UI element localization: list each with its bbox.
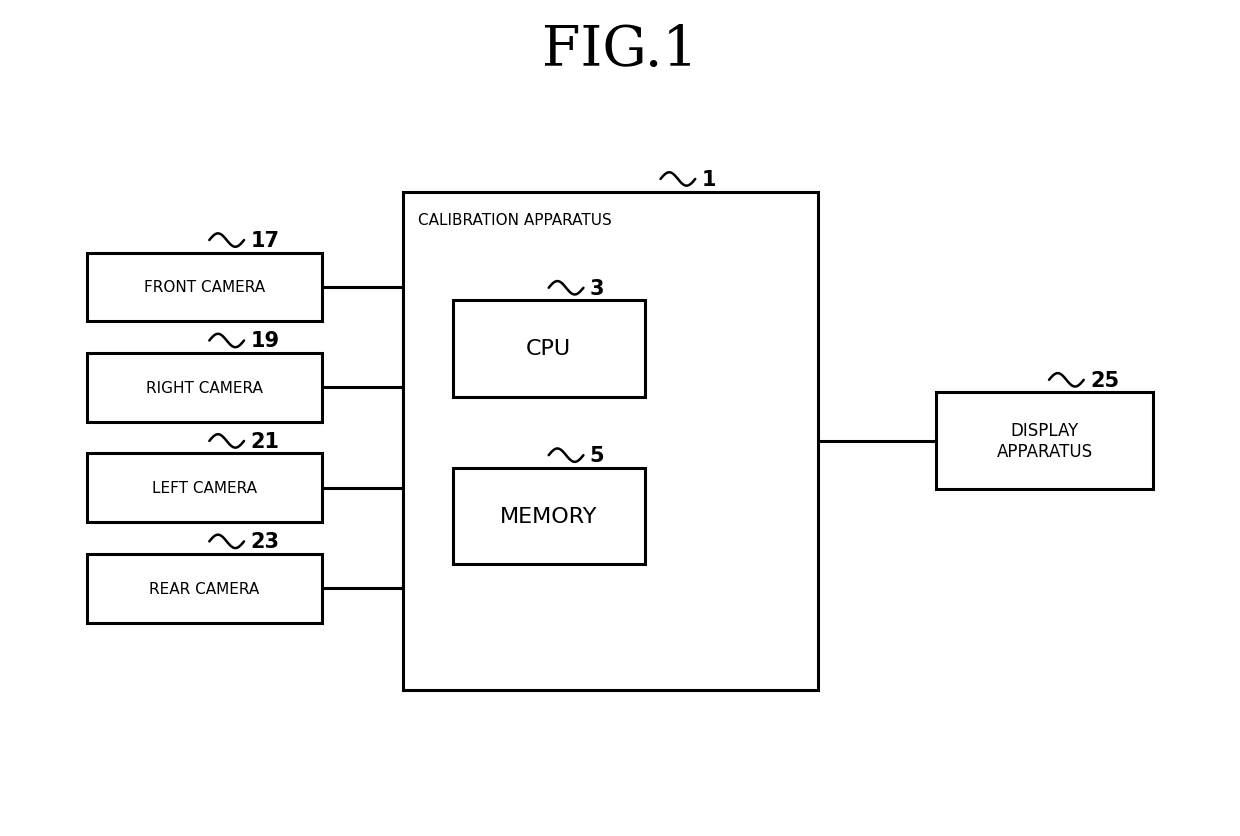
Text: 1: 1 bbox=[702, 170, 715, 190]
FancyBboxPatch shape bbox=[936, 393, 1153, 489]
Text: CALIBRATION APPARATUS: CALIBRATION APPARATUS bbox=[418, 213, 611, 228]
Text: RIGHT CAMERA: RIGHT CAMERA bbox=[146, 380, 263, 395]
Text: LEFT CAMERA: LEFT CAMERA bbox=[153, 481, 257, 496]
Text: MEMORY: MEMORY bbox=[500, 507, 598, 526]
Text: REAR CAMERA: REAR CAMERA bbox=[150, 581, 259, 596]
FancyBboxPatch shape bbox=[453, 301, 645, 397]
FancyBboxPatch shape bbox=[453, 468, 645, 564]
Text: DISPLAY
APPARATUS: DISPLAY APPARATUS bbox=[997, 421, 1092, 461]
Text: FRONT CAMERA: FRONT CAMERA bbox=[144, 280, 265, 295]
Text: 23: 23 bbox=[250, 532, 279, 552]
Text: 3: 3 bbox=[590, 278, 604, 298]
FancyBboxPatch shape bbox=[403, 192, 818, 690]
Text: 17: 17 bbox=[250, 231, 279, 251]
FancyBboxPatch shape bbox=[87, 554, 322, 623]
FancyBboxPatch shape bbox=[87, 253, 322, 322]
Text: 21: 21 bbox=[250, 431, 279, 451]
FancyBboxPatch shape bbox=[87, 354, 322, 422]
Text: 19: 19 bbox=[250, 331, 279, 351]
Text: FIG.1: FIG.1 bbox=[542, 23, 698, 78]
FancyBboxPatch shape bbox=[87, 454, 322, 522]
Text: 25: 25 bbox=[1090, 370, 1118, 390]
Text: 5: 5 bbox=[590, 446, 604, 466]
Text: CPU: CPU bbox=[526, 339, 572, 359]
